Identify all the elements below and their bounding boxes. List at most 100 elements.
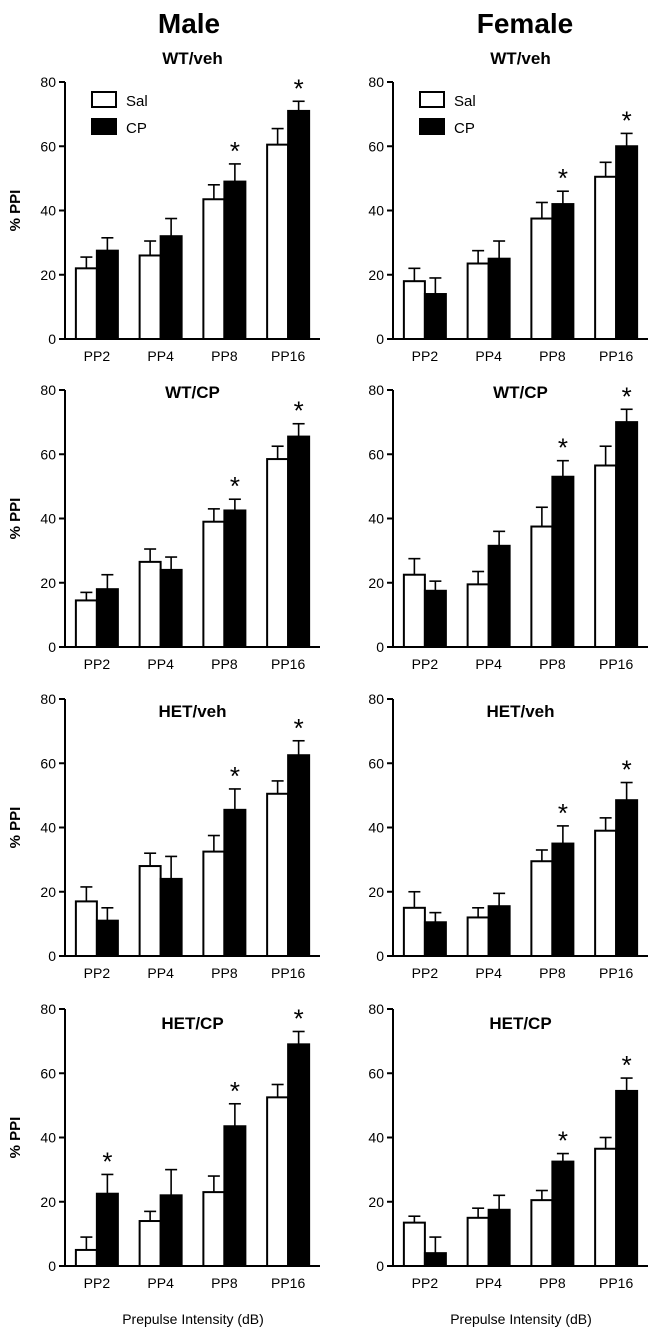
cp-bar [615, 421, 639, 648]
x-tick-label: PP8 [539, 656, 566, 672]
x-tick-label: PP4 [475, 965, 502, 981]
x-tick-label: PP8 [211, 348, 238, 364]
y-tick-label: 20 [368, 884, 384, 900]
cp-bar [223, 180, 247, 340]
sal-bar [402, 280, 426, 340]
significance-star: * [230, 471, 240, 501]
y-tick-label: 0 [376, 639, 384, 655]
sal-bar [594, 175, 618, 340]
x-tick-label: PP16 [599, 656, 633, 672]
sal-bar [138, 1220, 162, 1268]
significance-star: * [294, 73, 304, 103]
y-tick-label: 40 [368, 820, 384, 836]
chart-title: WT/veh [490, 49, 550, 68]
sal-bar [266, 458, 290, 648]
y-tick-label: 60 [40, 1065, 56, 1081]
legend-swatch-sal [91, 91, 117, 108]
y-tick-label: 60 [368, 755, 384, 771]
female-x-axis-title: Prepulse Intensity (dB) [450, 1311, 592, 1327]
cp-bar [159, 877, 183, 958]
sal-bar [466, 916, 490, 958]
sal-bar [530, 217, 554, 340]
x-tick-label: PP8 [539, 965, 566, 981]
chart-title: HET/veh [486, 702, 554, 721]
y-tick-label: 0 [376, 331, 384, 347]
x-tick-label: PP2 [84, 1275, 111, 1291]
sal-bar [402, 906, 426, 957]
x-tick-label: PP8 [211, 965, 238, 981]
cp-bar [95, 588, 119, 648]
y-tick-label: 80 [368, 74, 384, 90]
significance-star: * [230, 761, 240, 791]
significance-star: * [558, 433, 568, 463]
cp-bar [423, 1252, 447, 1268]
significance-star: * [622, 381, 632, 411]
y-tick-label: 20 [368, 267, 384, 283]
x-tick-label: PP16 [271, 656, 305, 672]
x-tick-label: PP2 [84, 965, 111, 981]
chart-4: WT/CP 0 20 40 60 80 PP2 PP4 PP8 * PP16 * [368, 381, 648, 672]
chart-8: HET/CP 0 20 40 60 80 PP2 PP4 PP8 * PP16 * [368, 1001, 648, 1291]
significance-star: * [294, 1003, 304, 1033]
cp-bar [487, 1208, 511, 1267]
cp-bar [487, 544, 511, 649]
sal-bar [402, 573, 426, 648]
legend-label-sal: Sal [126, 93, 148, 110]
x-tick-label: PP8 [539, 348, 566, 364]
cp-bar [615, 145, 639, 340]
y-tick-label: 80 [368, 691, 384, 707]
chart-7: HET/CP 0 20 40 60 80 % PPI PP2 * PP4 PP8 * PP16 * [7, 1001, 320, 1291]
legend-swatch-cp [91, 118, 117, 135]
y-tick-label: 80 [40, 382, 56, 398]
y-axis-title: % PPI [7, 498, 24, 540]
cp-bar [287, 754, 311, 957]
sal-bar [138, 865, 162, 957]
x-tick-label: PP16 [271, 1275, 305, 1291]
sal-bar [202, 520, 226, 649]
sal-bar [74, 267, 98, 341]
significance-star: * [230, 1076, 240, 1106]
sal-bar [74, 599, 98, 649]
sal-bar [530, 525, 554, 648]
y-tick-label: 0 [48, 331, 56, 347]
x-tick-label: PP4 [475, 348, 502, 364]
cp-bar [551, 1160, 575, 1267]
cp-bar [287, 109, 311, 340]
x-tick-label: PP4 [147, 965, 174, 981]
cp-bar [223, 509, 247, 648]
x-tick-label: PP2 [412, 656, 439, 672]
y-axis-title: % PPI [7, 1117, 24, 1159]
y-tick-label: 20 [40, 575, 56, 591]
x-tick-label: PP16 [599, 1275, 633, 1291]
y-tick-label: 60 [368, 138, 384, 154]
cp-bar [95, 1192, 119, 1267]
x-tick-label: PP8 [211, 656, 238, 672]
sal-bar [202, 198, 226, 340]
chart-3: WT/CP 0 20 40 60 80 % PPI PP2 PP4 PP8 * PP16 * [7, 382, 320, 672]
sal-bar [466, 583, 490, 649]
cp-bar [551, 842, 575, 957]
x-tick-label: PP4 [147, 1275, 174, 1291]
sal-bar [530, 1199, 554, 1268]
male-column-title: Male [158, 8, 220, 39]
chart-6: HET/veh 0 20 40 60 80 PP2 PP4 PP8 * PP16 * [368, 691, 648, 981]
sal-bar [594, 1147, 618, 1268]
x-tick-label: PP8 [539, 1275, 566, 1291]
y-tick-label: 60 [368, 446, 384, 462]
y-tick-label: 20 [40, 884, 56, 900]
x-tick-label: PP8 [211, 1275, 238, 1291]
cp-bar [423, 589, 447, 648]
cp-bar [423, 921, 447, 957]
sal-bar [202, 850, 226, 957]
y-tick-label: 40 [368, 511, 384, 527]
significance-star: * [558, 1126, 568, 1156]
y-tick-label: 40 [40, 820, 56, 836]
x-tick-label: PP16 [599, 965, 633, 981]
sal-bar [466, 1216, 490, 1267]
significance-star: * [558, 163, 568, 193]
x-tick-label: PP2 [84, 348, 111, 364]
legend-swatch-cp [419, 118, 445, 135]
significance-star: * [622, 1050, 632, 1080]
y-tick-label: 20 [40, 267, 56, 283]
